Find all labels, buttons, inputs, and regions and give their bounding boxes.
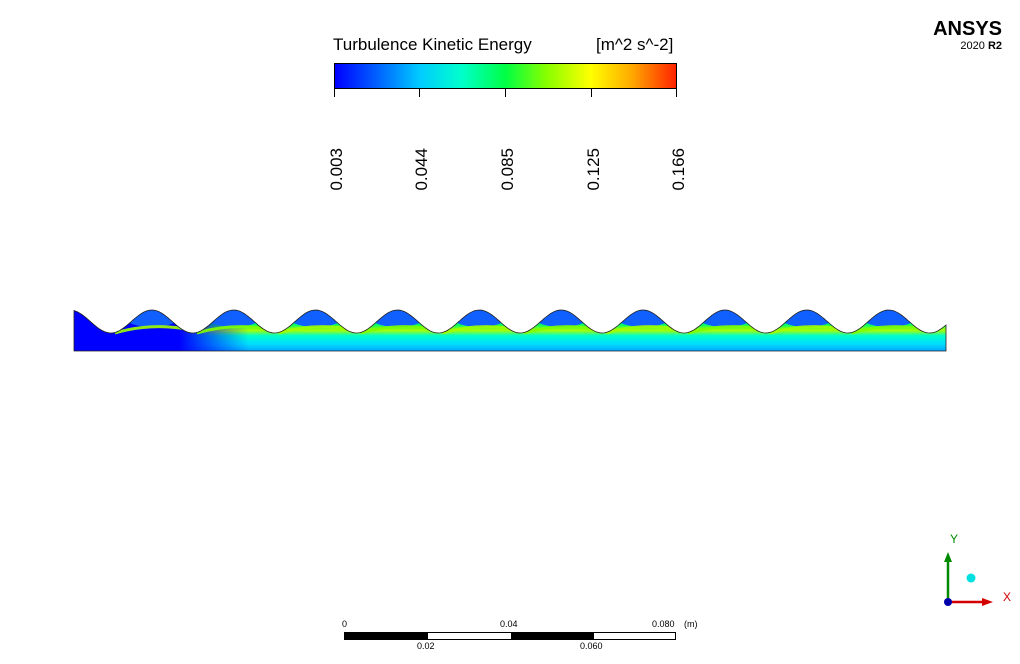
y-axis-label: Y (950, 532, 958, 546)
x-axis-arrowhead (982, 598, 993, 606)
crest-pocket (371, 310, 424, 327)
scale-label: 0.080 (652, 619, 675, 629)
ansys-logo: ANSYS 2020 R2 (933, 18, 1002, 52)
crest-pocket (207, 310, 260, 327)
color-bar (334, 63, 677, 89)
legend-tick (505, 89, 506, 97)
crest-pocket (780, 310, 834, 327)
contour-field (74, 310, 946, 351)
z-axis-dot (966, 573, 976, 583)
legend-unit: [m^2 s^-2] (596, 35, 674, 54)
legend-title: Turbulence Kinetic Energy (333, 35, 532, 54)
crest-pocket (616, 310, 670, 327)
legend-tick (591, 89, 592, 97)
scale-segment (511, 633, 594, 639)
scale-label: 0.060 (580, 641, 603, 651)
brand-name: ANSYS (933, 18, 1002, 40)
scale-segment (345, 633, 428, 639)
axis-triad[interactable]: Y X (930, 530, 1020, 610)
crest-pocket (289, 310, 342, 327)
scale-label: 0.04 (500, 619, 518, 629)
crest-pocket (453, 310, 506, 327)
origin-dot (944, 598, 952, 606)
y-axis-arrowhead (944, 552, 952, 562)
brand-version: 2020 R2 (960, 40, 1002, 52)
scale-label: 0.02 (417, 641, 435, 651)
legend-tick (676, 89, 677, 97)
legend-tick (334, 89, 335, 97)
crest-pocket (862, 310, 915, 327)
crest-pocket (125, 310, 178, 327)
scale-label: 0 (342, 619, 348, 629)
scale-bar (344, 632, 676, 640)
crest-pocket (698, 310, 752, 327)
scale-unit: (m) (684, 619, 698, 629)
legend-tick (419, 89, 420, 97)
x-axis-label: X (1003, 590, 1011, 604)
crest-pocket (534, 310, 588, 327)
domain-outline (73, 309, 947, 352)
